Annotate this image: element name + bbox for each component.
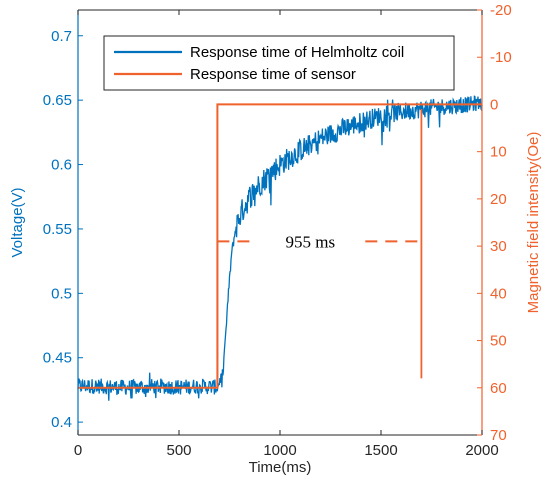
y-right-tick-label: 40 (490, 285, 507, 302)
y-left-tick-label: 0.55 (43, 221, 72, 238)
x-tick-label: 500 (166, 442, 191, 459)
y-right-tick-label: 30 (490, 238, 507, 255)
x-tick-label: 2000 (465, 442, 498, 459)
y-left-tick-label: 0.6 (51, 157, 72, 174)
legend-label-1: Response time of sensor (190, 66, 356, 83)
x-tick-label: 1500 (364, 442, 397, 459)
y-right-tick-label: 20 (490, 191, 507, 208)
x-axis-label: Time(ms) (249, 459, 312, 476)
y-right-tick-label: 10 (490, 144, 507, 161)
axes-group: 0 500 1000 1500 20000.40.450.50.550.60.650.7… (43, 2, 512, 459)
legend-label-0: Response time of Helmholtz coil (190, 44, 404, 61)
y-left-tick-label: 0.7 (51, 28, 72, 45)
y-right-tick-label: 70 (490, 427, 507, 444)
y-left-tick-label: 0.45 (43, 350, 72, 367)
annotation-955ms: 955 ms (286, 232, 336, 251)
y-right-tick-label: 60 (490, 380, 507, 397)
y-right-tick-label: -20 (490, 2, 512, 19)
series-group (77, 95, 483, 401)
y-left-tick-label: 0.65 (43, 92, 72, 109)
y-left-tick-label: 0.4 (51, 414, 72, 431)
x-tick-label: 1000 (263, 442, 296, 459)
y-axis-right-label: Magnetic field intensity(Oe) (525, 132, 542, 314)
x-tick-label: 0 (74, 442, 82, 459)
y-axis-left-label: Voltage(V) (9, 187, 26, 257)
y-left-tick-label: 0.5 (51, 285, 72, 302)
series-line-helmholtz-coil (77, 95, 483, 401)
legend-box (103, 35, 455, 91)
legend: Response time of Helmholtz coil Response … (103, 35, 455, 91)
y-right-tick-label: 0 (490, 96, 498, 113)
y-right-tick-label: 50 (490, 333, 507, 350)
y-right-tick-label: -10 (490, 49, 512, 66)
